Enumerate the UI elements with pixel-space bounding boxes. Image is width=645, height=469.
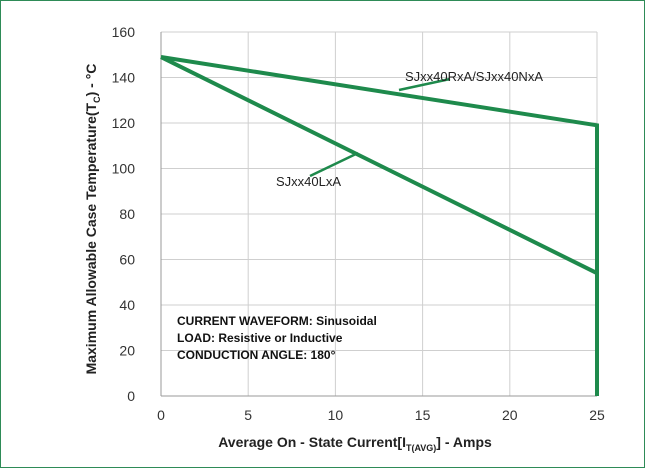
axes (160, 32, 597, 397)
x-tick-label: 25 (589, 407, 605, 423)
y-tick-label: 0 (127, 388, 135, 404)
x-axis-title-symbol: I (402, 434, 406, 450)
series-lines (160, 55, 599, 396)
x-axis-title-text: Average On - State Current[ (218, 434, 402, 450)
x-tick-label: 20 (502, 407, 518, 423)
x-axis-title: Average On - State Current[IT(AVG)] - Am… (218, 434, 492, 453)
y-axis-title-text: Maximum Allowable Case Temperature( (83, 111, 99, 374)
annotation-waveform: CURRENT WAVEFORM: Sinusoidal (177, 314, 377, 328)
y-tick-labels: 0 20 40 60 80 100 120 140 160 (112, 24, 136, 404)
x-tick-label: 15 (415, 407, 431, 423)
y-tick-label: 40 (119, 297, 135, 313)
y-tick-label: 20 (119, 343, 135, 359)
y-tick-label: 60 (119, 252, 135, 268)
y-tick-label: 120 (112, 115, 136, 131)
y-axis-title-symbol: T (83, 102, 99, 111)
y-tick-label: 160 (112, 24, 136, 40)
series-line-1 (160, 55, 599, 396)
annotation-conduction-angle: CONDUCTION ANGLE: 180° (177, 348, 336, 362)
y-tick-label: 140 (112, 70, 136, 86)
series-label-1: SJxx40RxA/SJxx40NxA (405, 69, 543, 84)
x-axis-title-suffix: ] - Amps (436, 434, 492, 450)
series-line-2 (160, 55, 599, 396)
y-tick-label: 80 (119, 206, 135, 222)
y-axis-title: Maximum Allowable Case Temperature(TC) -… (83, 64, 102, 375)
x-tick-label: 10 (328, 407, 344, 423)
series-labels: SJxx40RxA/SJxx40NxA SJxx40LxA (276, 69, 543, 189)
series-label-2: SJxx40LxA (276, 174, 341, 189)
series-leader-2 (309, 151, 359, 178)
annotation-box: CURRENT WAVEFORM: Sinusoidal LOAD: Resis… (177, 314, 377, 362)
y-tick-label: 100 (112, 161, 136, 177)
y-axis-title-suffix: ) - °C (83, 64, 99, 97)
x-axis-title-subscript: T(AVG) (406, 443, 436, 453)
y-axis-title-subscript: C (92, 96, 102, 103)
x-tick-labels: 0 5 10 15 20 25 (157, 407, 605, 423)
annotation-load: LOAD: Resistive or Inductive (177, 331, 343, 345)
x-tick-label: 0 (157, 407, 165, 423)
series-leader-1 (398, 77, 451, 92)
x-tick-label: 5 (244, 407, 252, 423)
